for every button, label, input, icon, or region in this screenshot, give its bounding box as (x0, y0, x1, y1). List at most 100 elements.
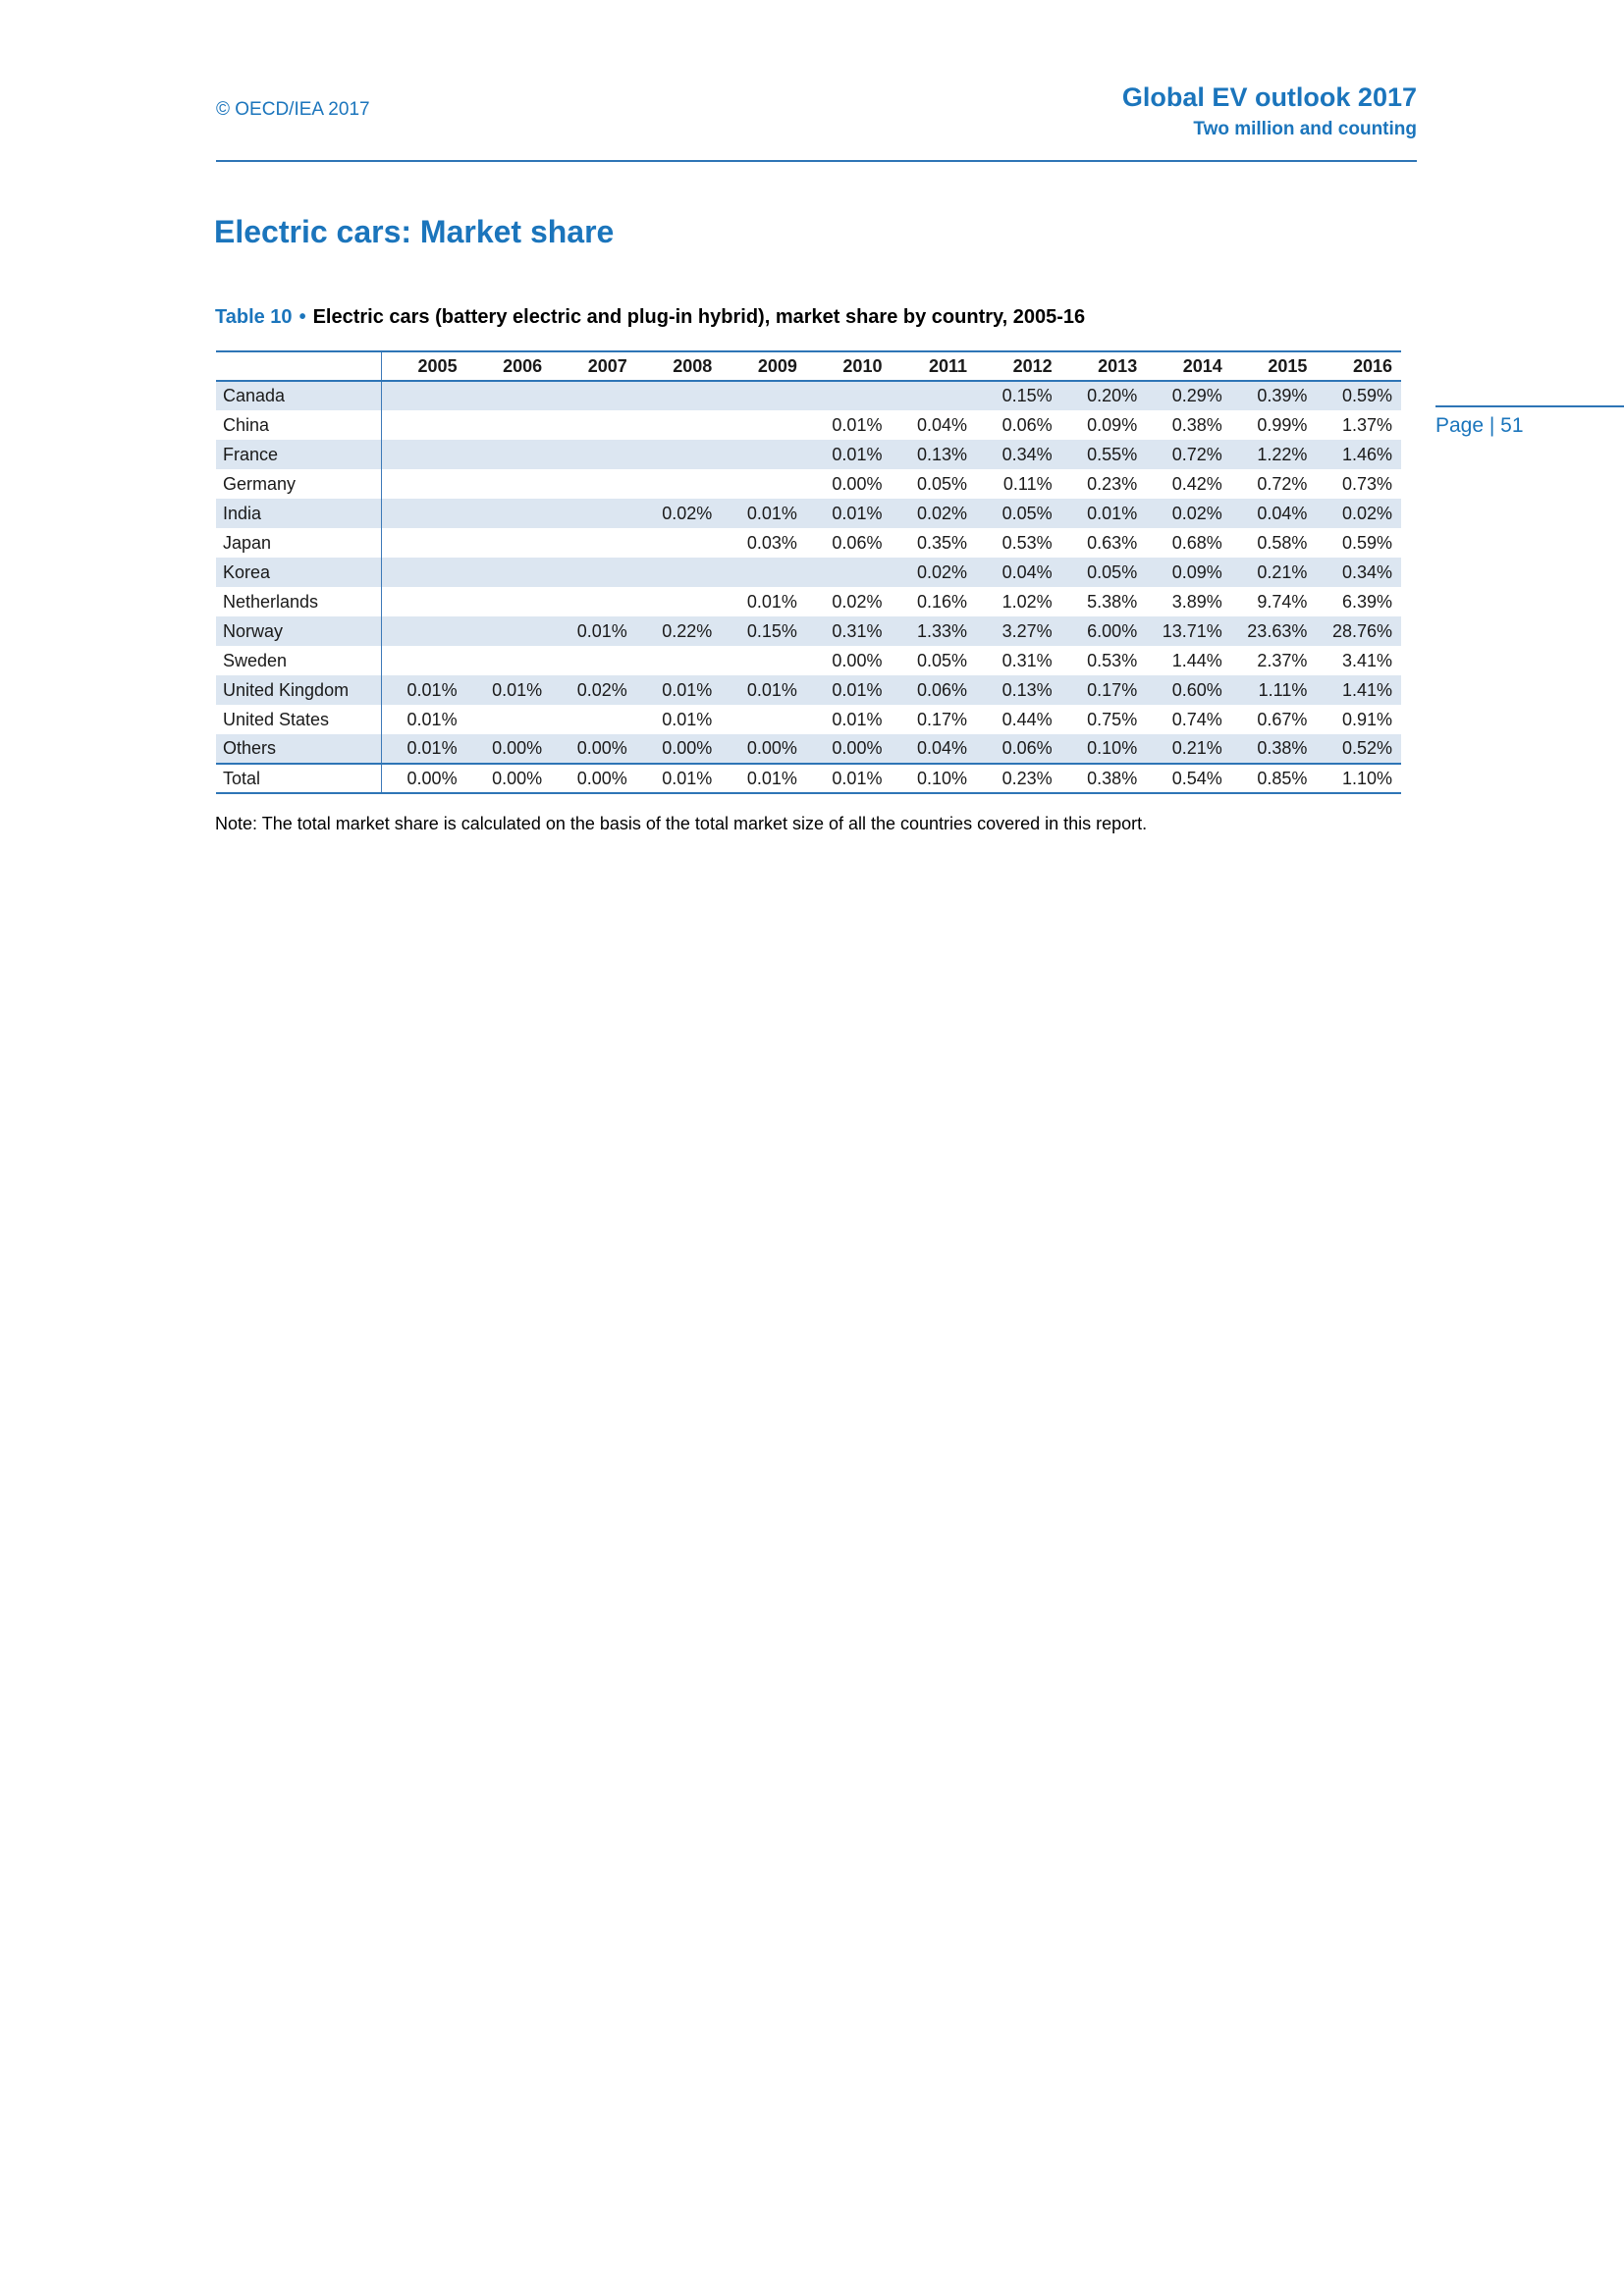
market-share-value: 0.75% (1087, 709, 1138, 729)
market-share-value: 0.04% (1001, 561, 1053, 582)
market-share-value (721, 705, 806, 734)
market-share-value: 0.01% (406, 738, 458, 758)
market-share-value: 0.01% (406, 709, 458, 729)
market-share-value: 0.04% (1257, 503, 1308, 523)
market-share-value (636, 469, 722, 499)
market-share-value: 6.39% (1341, 591, 1392, 612)
market-share-value: 3.41% (1341, 650, 1392, 670)
market-share-value: 1.22% (1257, 444, 1308, 464)
market-share-value (466, 558, 552, 587)
table-caption-label: Table 10 (215, 306, 293, 328)
copyright-text: © OECD/IEA 2017 (216, 99, 370, 120)
market-share-value: 0.00% (832, 738, 883, 758)
table-row: United States 0.01% 0.01% 0.01% 0.17% 0.44% 0.… (216, 705, 1401, 734)
market-share-value: 0.54% (1146, 763, 1231, 794)
market-share-value (721, 440, 806, 469)
market-share-value (381, 646, 466, 675)
market-share-value (466, 646, 552, 675)
market-share-value: 0.01% (492, 679, 543, 700)
publication-subtitle: Two million and counting (1193, 119, 1417, 140)
market-share-value: 0.02% (832, 591, 883, 612)
market-share-value: 0.72% (1171, 444, 1222, 464)
market-share-value (551, 499, 636, 528)
market-share-value (466, 381, 552, 410)
market-share-value: 0.00% (492, 738, 543, 758)
market-share-value: 0.59% (1341, 386, 1392, 405)
table-row: Sweden 0.00% 0.05% 0.31% 0.53% 1.44% 2.37% 3.41… (216, 646, 1401, 675)
market-share-value: 0.05% (917, 650, 968, 670)
market-share-value: 0.16% (917, 591, 968, 612)
market-share-value (551, 381, 636, 410)
market-share-value: 0.59% (1341, 532, 1392, 553)
market-share-value: 0.01% (746, 591, 797, 612)
market-share-value: 1.11% (1258, 679, 1308, 700)
market-share-value: 0.85% (1230, 763, 1317, 794)
table-header-row: 2005 2006 2007 2008 2009 2010 2011 2012 2013 2014… (216, 350, 1401, 382)
country-label: Korea (216, 558, 382, 587)
market-share-value: 0.42% (1171, 473, 1222, 494)
market-share-value: 13.71% (1162, 620, 1222, 641)
market-share-value (466, 528, 552, 558)
table-row: Norway 0.01% 0.22% 0.15% 0.31% 1.33% 3.27% 6.00… (216, 616, 1401, 646)
year-column-header: 2015 (1230, 350, 1317, 382)
market-share-value: 1.44% (1171, 650, 1222, 670)
market-share-value (551, 440, 636, 469)
market-share-value: 0.17% (1087, 679, 1138, 700)
market-share-value (721, 469, 806, 499)
market-share-value: 0.00% (381, 763, 466, 794)
market-share-value: 6.00% (1087, 620, 1138, 641)
market-share-value: 0.02% (576, 679, 627, 700)
market-share-value: 0.02% (917, 561, 968, 582)
market-share-value: 0.53% (1001, 532, 1053, 553)
market-share-value: 0.01% (832, 709, 883, 729)
market-share-value (381, 528, 466, 558)
year-column-header: 2008 (635, 350, 722, 382)
market-share-value: 0.06% (1001, 738, 1053, 758)
table-caption-text: Electric cars (battery electric and plug… (312, 306, 1086, 328)
market-share-value: 0.00% (551, 763, 636, 794)
market-share-value: 3.27% (1001, 620, 1053, 641)
market-share-value: 0.23% (1087, 473, 1138, 494)
market-share-value: 0.05% (1087, 561, 1138, 582)
market-share-value: 0.01% (662, 679, 713, 700)
market-share-value: 23.63% (1247, 620, 1308, 641)
market-share-value: 0.55% (1087, 444, 1138, 464)
market-share-value: 1.02% (1001, 591, 1053, 612)
market-share-value: 0.02% (1341, 503, 1392, 523)
market-share-value: 0.38% (1257, 738, 1308, 758)
market-share-value (551, 587, 636, 616)
market-share-value (551, 705, 636, 734)
market-share-value (636, 381, 722, 410)
year-column-header: 2011 (891, 350, 977, 382)
market-share-value (806, 558, 892, 587)
page-title: Electric cars: Market share (214, 214, 615, 249)
market-share-value: 0.20% (1087, 386, 1138, 405)
market-share-value: 0.21% (1257, 561, 1308, 582)
market-share-value (551, 646, 636, 675)
market-share-value: 0.01% (721, 763, 806, 794)
country-label: United Kingdom (216, 675, 382, 705)
year-column-header: 2013 (1060, 350, 1147, 382)
market-share-value (381, 410, 466, 440)
table-row: France 0.01% 0.13% 0.34% 0.55% 0.72% 1.22% 1.46… (216, 440, 1401, 469)
year-column-header: 2006 (465, 350, 552, 382)
table-corner-cell (216, 350, 382, 382)
page-number: Page | 51 (1435, 414, 1524, 437)
market-share-value: 0.01% (1087, 503, 1138, 523)
country-label: Sweden (216, 646, 382, 675)
country-label: Others (216, 734, 382, 764)
year-column-header: 2009 (721, 350, 806, 382)
market-share-value: 0.10% (891, 763, 977, 794)
market-share-value: 0.15% (1001, 386, 1053, 405)
table-row: India 0.02% 0.01% 0.01% 0.02% 0.05% 0.01% 0.02%… (216, 499, 1401, 528)
market-share-value: 0.38% (1171, 414, 1222, 435)
country-label: Total (216, 763, 382, 794)
table-row: United Kingdom 0.01% 0.01% 0.02% 0.01% 0.01% 0… (216, 675, 1401, 705)
country-label: Norway (216, 616, 382, 646)
market-share-value: 0.39% (1257, 386, 1308, 405)
market-share-value: 0.13% (917, 444, 968, 464)
market-share-value: 0.13% (1001, 679, 1053, 700)
country-label: India (216, 499, 382, 528)
market-share-value: 0.04% (917, 414, 968, 435)
market-share-value: 0.38% (1060, 763, 1147, 794)
